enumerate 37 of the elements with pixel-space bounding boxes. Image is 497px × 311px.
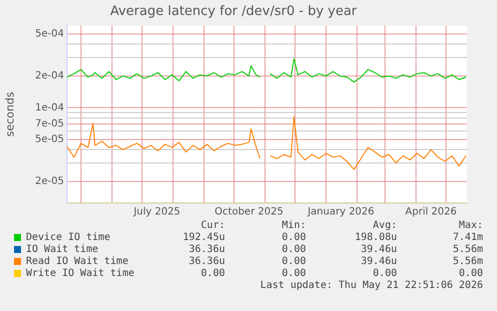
text: 0.00 [282,244,306,255]
y-tick-label: 7e-05 [35,118,64,130]
text: Last update: Thu May 21 22:51:06 2026 [260,280,483,291]
y-tick-label: 2e-05 [35,176,64,188]
text: 36.36u [188,256,225,267]
y-tick-label: 5e-04 [35,28,64,40]
text: 39.46u [360,244,397,255]
legend-label: Device IO time [26,232,110,243]
text: 0.00 [200,268,225,279]
legend-label: IO Wait time [26,244,98,255]
text: 39.46u [360,256,397,267]
text: 0.00 [282,232,306,243]
text: 0.00 [282,268,306,279]
x-tick-label: October 2025 [214,206,284,218]
text: Min: [282,220,306,231]
text: 192.45u [182,232,225,243]
y-axis-title: seconds [3,92,16,137]
text: 5.56m [452,244,483,255]
chart-title: Average latency for /dev/sr0 - by year [110,4,358,20]
text: Avg: [372,220,397,231]
y-tick-label: 2e-04 [35,70,64,82]
y-tick-label: 5e-05 [35,134,64,146]
text: Max: [458,220,483,231]
legend-label: Write IO Wait time [26,268,134,279]
text: 0.00 [372,268,397,279]
x-tick-label: April 2026 [405,206,457,218]
text: Cur: [200,220,225,231]
x-tick-label: July 2025 [132,206,180,218]
y-tick-label: 1e-04 [35,102,64,114]
text: 36.36u [188,244,225,255]
legend-label: Read IO Wait time [26,256,128,267]
text: 0.00 [282,256,306,267]
text: 5.56m [452,256,483,267]
text: 198.08u [354,232,397,243]
text: 7.41m [452,232,483,243]
x-tick-label: January 2026 [306,206,374,218]
text: 0.00 [458,268,483,279]
